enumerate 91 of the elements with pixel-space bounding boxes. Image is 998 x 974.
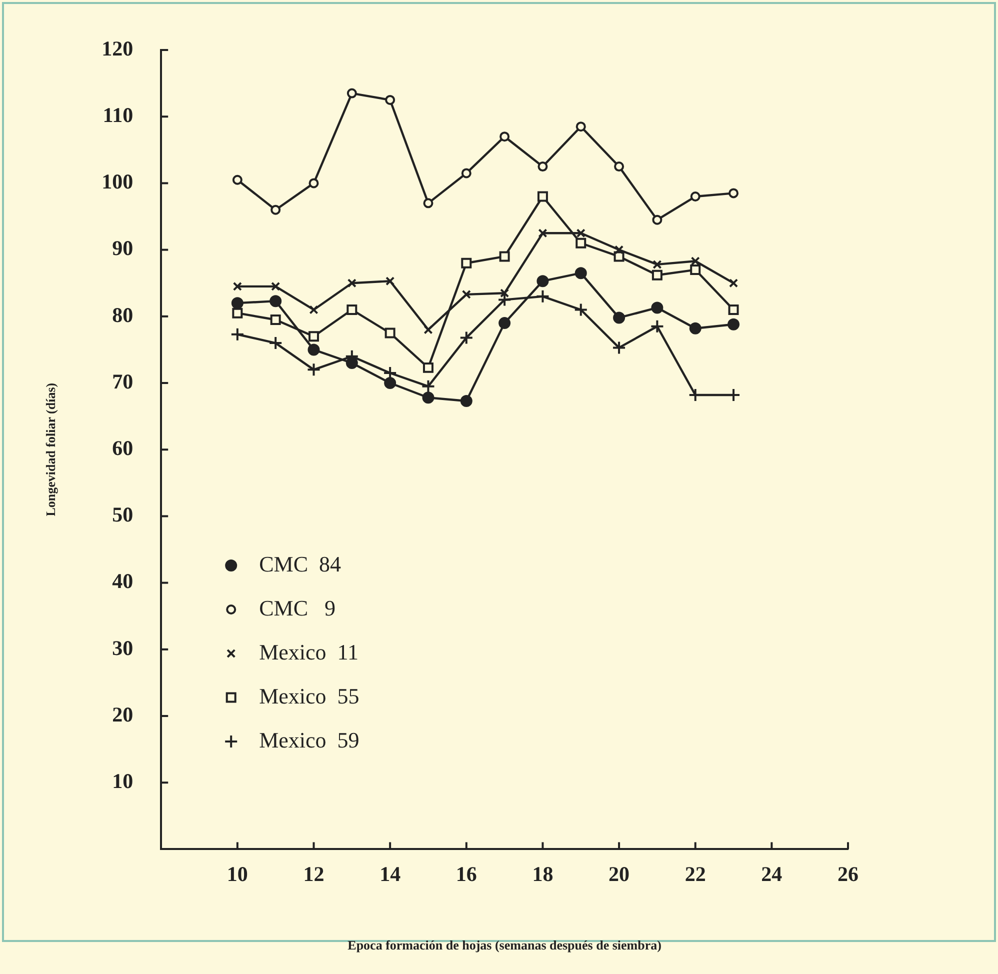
x-tick-label: 24: [761, 862, 783, 886]
point: [460, 394, 472, 407]
point: [270, 295, 282, 308]
point: [728, 278, 738, 288]
point: [499, 251, 510, 262]
point: [424, 325, 433, 334]
x-tick-label: 18: [532, 862, 554, 886]
point: [651, 302, 664, 314]
y-axis-title: Longevidad foliar (días): [43, 382, 58, 516]
point: [346, 88, 357, 98]
point: [461, 258, 472, 268]
legend-label: CMC 9: [259, 595, 336, 620]
point: [231, 297, 244, 310]
point: [690, 264, 701, 276]
point: [652, 214, 662, 225]
x-tick-label: 16: [456, 862, 477, 886]
y-tick-label: 20: [112, 702, 134, 726]
point: [538, 162, 548, 172]
point: [537, 191, 548, 202]
point: [423, 198, 434, 208]
point: [346, 357, 358, 370]
point: [461, 168, 472, 178]
y-tick-label: 60: [112, 436, 134, 460]
point: [576, 238, 586, 248]
point: [576, 122, 586, 132]
y-tick-label: 50: [112, 502, 134, 527]
point: [384, 377, 396, 389]
point: [346, 304, 358, 315]
point: [690, 192, 700, 202]
point: [422, 392, 434, 404]
point: [386, 276, 395, 286]
legend-label: Mexico 11: [259, 639, 358, 664]
x-tick-label: 10: [226, 862, 248, 886]
point: [689, 322, 702, 334]
point: [230, 327, 244, 342]
point: [347, 278, 356, 288]
point: [308, 331, 319, 342]
point: [309, 305, 318, 314]
point: [612, 340, 626, 355]
y-tick-label: 120: [102, 36, 134, 60]
point: [384, 328, 396, 338]
x-tick-label: 20: [608, 862, 630, 886]
point: [538, 228, 548, 238]
point: [614, 162, 624, 172]
legend-label: Mexico 55: [259, 683, 360, 708]
y-tick-label: 40: [112, 569, 134, 594]
point: [385, 94, 396, 105]
point: [232, 282, 242, 291]
point: [650, 319, 664, 334]
x-tick-label: 26: [838, 862, 858, 886]
point: [652, 270, 662, 280]
x-tick-label: 22: [684, 862, 706, 886]
point: [728, 318, 740, 330]
y-tick-label: 10: [112, 769, 134, 794]
y-tick-label: 70: [112, 369, 134, 394]
point: [268, 336, 283, 350]
point: [728, 188, 739, 198]
point: [498, 292, 512, 307]
point: [270, 314, 281, 325]
y-tick-label: 30: [112, 636, 134, 660]
point: [270, 204, 281, 215]
point: [232, 174, 242, 185]
point: [536, 275, 549, 288]
y-tick-label: 90: [112, 236, 134, 260]
x-axis-title: Epoca formación de hojas (semanas después de siembra): [348, 938, 662, 953]
x-tick-label: 12: [303, 862, 324, 886]
y-tick-label: 100: [102, 170, 134, 194]
y-tick-label: 80: [112, 302, 134, 327]
point: [614, 245, 624, 254]
point: [306, 362, 321, 377]
point: [308, 178, 319, 188]
point: [271, 282, 280, 291]
point: [459, 330, 474, 345]
y-tick-label: 110: [102, 103, 134, 128]
point: [652, 260, 662, 269]
point: [613, 312, 626, 324]
point: [498, 317, 511, 330]
point: [422, 362, 434, 373]
x-tick-label: 14: [380, 862, 402, 886]
legend-label: Mexico 59: [259, 727, 360, 752]
point: [536, 289, 550, 304]
point: [500, 132, 510, 142]
point: [728, 304, 739, 315]
point: [576, 228, 586, 238]
point: [462, 290, 471, 299]
point: [232, 308, 243, 318]
point: [574, 302, 588, 317]
legend-label: CMC 84: [259, 551, 342, 576]
point: [421, 379, 436, 394]
point: [574, 267, 587, 280]
point: [308, 344, 320, 356]
